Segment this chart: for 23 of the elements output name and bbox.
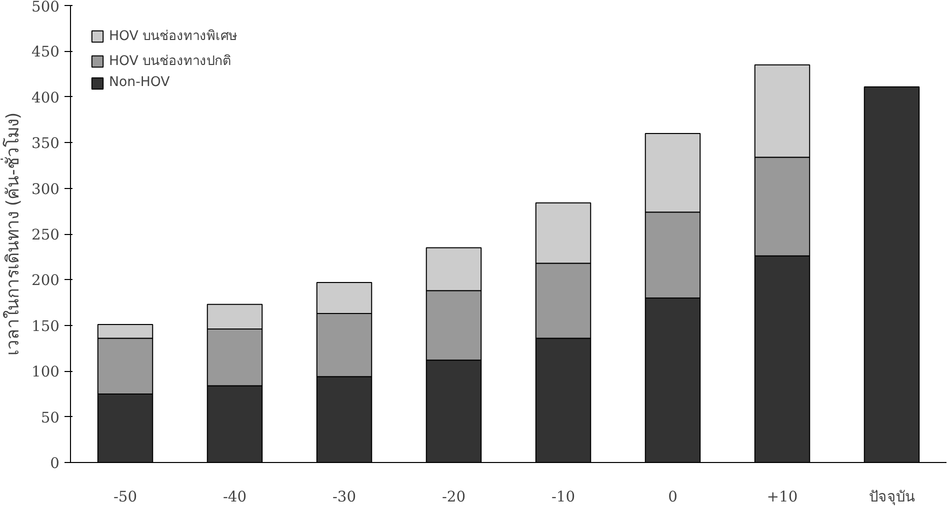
- x-tick-label: -20: [442, 488, 466, 506]
- x-tick-label: -30: [332, 488, 356, 506]
- y-tick-label: 150: [32, 318, 60, 335]
- legend-label: HOV บนช่องทางพิเศษ: [109, 28, 238, 46]
- x-tick-label: -40: [222, 488, 247, 506]
- y-tick-label: 200: [32, 272, 60, 290]
- y-tick-label: 0: [50, 455, 60, 472]
- y-tick-label: 500: [32, 0, 60, 16]
- y-tick-label: 400: [32, 89, 60, 106]
- x-tick-label: +10: [766, 488, 798, 506]
- x-tick-label: ปัจจุบัน: [868, 488, 915, 506]
- y-tick-label: 50: [40, 409, 60, 426]
- legend-label: Non-HOV: [109, 75, 170, 90]
- y-tick-label: 250: [32, 226, 60, 244]
- y-tick-label: 300: [32, 180, 60, 198]
- legend-label: HOV บนช่องทางปกติ: [109, 53, 232, 71]
- y-tick-label: 450: [32, 44, 60, 61]
- x-tick-label: -10: [551, 488, 576, 506]
- y-tick-label: 350: [32, 135, 60, 152]
- y-axis-title: เวลาในการเดินทาง (คัน-ชั่วโมง): [0, 112, 24, 356]
- x-tick-label: 0: [668, 488, 678, 506]
- y-tick-label: 100: [32, 364, 60, 381]
- x-tick-label: -50: [113, 488, 138, 506]
